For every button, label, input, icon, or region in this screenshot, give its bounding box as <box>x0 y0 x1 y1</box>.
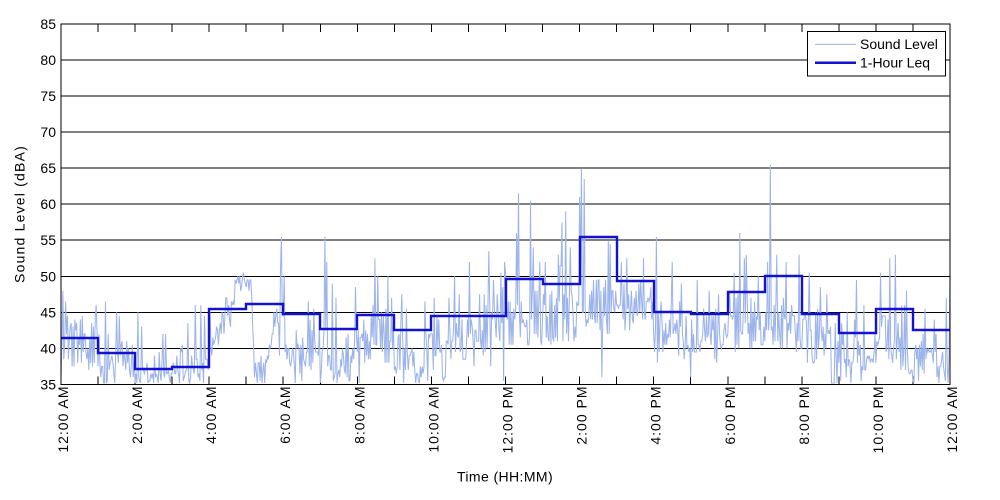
svg-text:35: 35 <box>40 376 56 392</box>
svg-text:Time (HH:MM): Time (HH:MM) <box>457 469 553 485</box>
svg-text:12:00 AM: 12:00 AM <box>944 386 960 453</box>
svg-text:50: 50 <box>40 268 56 284</box>
svg-text:12:00 PM: 12:00 PM <box>500 386 516 454</box>
svg-text:8:00 PM: 8:00 PM <box>796 386 812 445</box>
svg-text:55: 55 <box>40 232 56 248</box>
svg-text:Sound Level: Sound Level <box>860 36 938 52</box>
svg-text:12:00 AM: 12:00 AM <box>55 386 71 453</box>
svg-text:75: 75 <box>40 88 56 104</box>
svg-text:4:00 AM: 4:00 AM <box>203 386 219 444</box>
svg-text:4:00 PM: 4:00 PM <box>648 386 664 445</box>
svg-text:2:00 PM: 2:00 PM <box>574 386 590 445</box>
svg-text:70: 70 <box>40 124 56 140</box>
svg-text:2:00 AM: 2:00 AM <box>129 386 145 444</box>
svg-text:Sound Level (dBA): Sound Level (dBA) <box>12 145 28 283</box>
svg-text:60: 60 <box>40 196 56 212</box>
svg-text:6:00 PM: 6:00 PM <box>722 386 738 445</box>
svg-text:40: 40 <box>40 340 56 356</box>
svg-text:8:00 AM: 8:00 AM <box>351 386 367 444</box>
svg-text:6:00 AM: 6:00 AM <box>277 386 293 444</box>
svg-text:45: 45 <box>40 304 56 320</box>
svg-text:85: 85 <box>40 16 56 32</box>
svg-text:1-Hour Leq: 1-Hour Leq <box>860 54 930 70</box>
svg-text:10:00 PM: 10:00 PM <box>870 386 886 454</box>
svg-text:10:00 AM: 10:00 AM <box>425 386 441 453</box>
svg-text:80: 80 <box>40 52 56 68</box>
svg-text:65: 65 <box>40 160 56 176</box>
